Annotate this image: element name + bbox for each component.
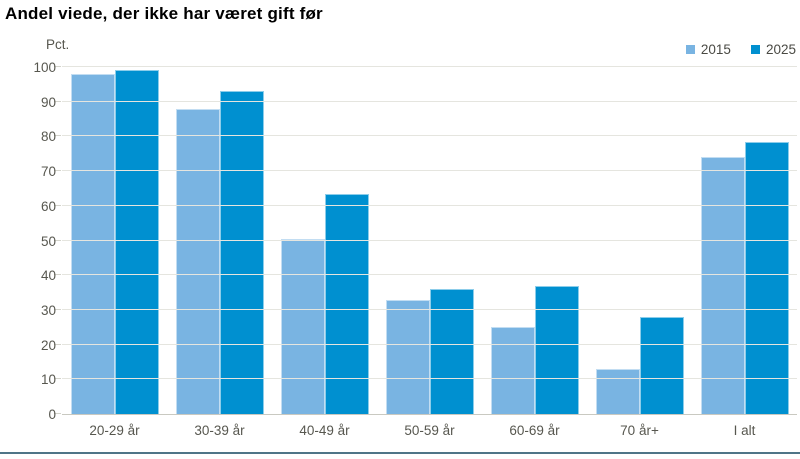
- x-category-label-6: 70 år+: [620, 423, 659, 438]
- y-axis-unit-label: Pct.: [46, 37, 70, 52]
- y-tick-label-90: 90: [40, 94, 56, 110]
- bar-2015-70-år+: [595, 368, 640, 414]
- gridline-70: [62, 170, 797, 172]
- y-tickmark-70: [54, 170, 61, 172]
- x-axis-labels: 20-29 år 30-39 år 40-49 år 50-59 år 60-69 år…: [62, 423, 797, 438]
- y-tick-label-10: 10: [40, 372, 56, 388]
- y-tickmark-90: [54, 100, 61, 102]
- bar-2025-40-49-år: [324, 193, 369, 414]
- bar-2025-60-69-år: [534, 285, 579, 414]
- gridline-30: [62, 308, 797, 310]
- y-tickmark-50: [54, 239, 61, 241]
- bar-2025-50-59-år: [429, 289, 474, 414]
- y-tickmark-40: [54, 274, 61, 276]
- gridline-10: [62, 378, 797, 380]
- y-tick-label-40: 40: [40, 268, 56, 284]
- legend-item-2025: 2025: [750, 42, 796, 57]
- y-tickmark-20: [54, 343, 61, 345]
- legend-label-2015: 2015: [700, 42, 731, 57]
- gridline-60: [62, 204, 797, 206]
- bar-group-7: [692, 67, 797, 414]
- y-tick-label-50: 50: [40, 233, 56, 249]
- legend-label-2025: 2025: [765, 42, 796, 57]
- gridline-40: [62, 274, 797, 276]
- legend-item-2015: 2015: [685, 42, 731, 57]
- y-tickmark-10: [54, 378, 61, 380]
- y-tick-label-80: 80: [40, 129, 56, 145]
- bar-2015-60-69-år: [490, 327, 535, 414]
- bar-group-4: [377, 67, 482, 414]
- y-tick-label-60: 60: [40, 198, 56, 214]
- bottom-rule: [0, 452, 800, 454]
- y-tickmark-100: [54, 66, 61, 67]
- bar-2025-20-29-år: [114, 70, 159, 414]
- chart-title: Andel viede, der ikke har været gift før: [5, 4, 323, 23]
- x-category-label-4: 50-59 år: [404, 423, 455, 438]
- y-tick-label-30: 30: [40, 302, 56, 318]
- bar-2015-50-59-år: [385, 299, 430, 414]
- y-tick-label-20: 20: [40, 337, 56, 353]
- bar-2025-70-år+: [639, 316, 684, 414]
- y-tickmark-60: [54, 204, 61, 206]
- bar-group-6: [587, 67, 692, 414]
- bar-2025-I-alt: [744, 141, 789, 414]
- y-tick-label-70: 70: [40, 164, 56, 180]
- gridline-20: [62, 343, 797, 345]
- y-tick-label-0: 0: [48, 407, 56, 422]
- legend-swatch-2025: [750, 45, 760, 54]
- bar-2015-30-39-år: [175, 108, 220, 414]
- bar-groups: [62, 67, 797, 414]
- x-category-label-2: 30-39 år: [194, 423, 245, 438]
- y-tickmark-80: [54, 135, 61, 137]
- bar-group-3: [272, 67, 377, 414]
- gridline-50: [62, 239, 797, 241]
- bar-group-5: [482, 67, 587, 414]
- plot-area: 0 10 20 30 40 50 60 70 80 90 100: [33, 60, 797, 422]
- x-category-label-1: 20-29 år: [89, 423, 140, 438]
- bar-2015-I-alt: [700, 157, 745, 414]
- y-tick-label-100: 100: [33, 60, 56, 75]
- gridline-80: [62, 135, 797, 137]
- x-category-label-5: 60-69 år: [509, 423, 560, 438]
- legend: 2015 2025: [685, 42, 796, 57]
- y-tickmark-30: [54, 308, 61, 310]
- bar-2015-20-29-år: [70, 73, 115, 414]
- x-category-label-3: 40-49 år: [299, 423, 350, 438]
- bar-group-2: [167, 67, 272, 414]
- x-category-label-7: I alt: [733, 423, 756, 438]
- y-tickmark-0: [54, 413, 61, 414]
- bar-2015-40-49-år: [280, 238, 325, 414]
- gridline-100: [62, 66, 797, 67]
- bar-2025-30-39-år: [219, 91, 264, 414]
- legend-swatch-2015: [685, 45, 695, 54]
- gridline-90: [62, 100, 797, 102]
- bar-group-1: [62, 67, 167, 414]
